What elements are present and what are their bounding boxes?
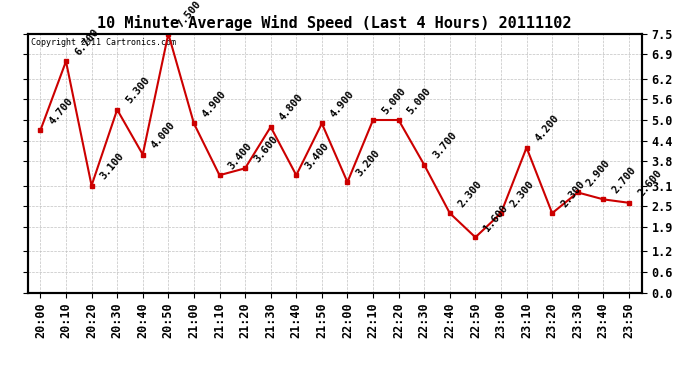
Text: 2.900: 2.900 bbox=[584, 158, 613, 188]
Text: 5.000: 5.000 bbox=[406, 86, 433, 116]
Text: Copyright 2011 Cartronics.com: Copyright 2011 Cartronics.com bbox=[30, 38, 176, 46]
Text: 4.900: 4.900 bbox=[329, 89, 357, 119]
Text: 1.600: 1.600 bbox=[482, 203, 510, 233]
Text: 3.600: 3.600 bbox=[252, 134, 279, 164]
Text: 4.900: 4.900 bbox=[201, 89, 228, 119]
Text: 3.200: 3.200 bbox=[355, 148, 382, 178]
Text: 6.700: 6.700 bbox=[73, 27, 101, 57]
Text: 3.100: 3.100 bbox=[99, 151, 126, 182]
Text: 7.500: 7.500 bbox=[175, 0, 203, 30]
Text: 5.000: 5.000 bbox=[380, 86, 408, 116]
Text: 3.400: 3.400 bbox=[226, 141, 254, 171]
Text: 2.300: 2.300 bbox=[559, 178, 586, 209]
Text: 3.700: 3.700 bbox=[431, 130, 459, 160]
Text: 2.700: 2.700 bbox=[610, 165, 638, 195]
Text: 4.700: 4.700 bbox=[48, 96, 75, 126]
Text: 4.000: 4.000 bbox=[150, 120, 177, 150]
Text: 2.300: 2.300 bbox=[457, 178, 484, 209]
Text: 2.300: 2.300 bbox=[508, 178, 535, 209]
Text: 5.300: 5.300 bbox=[124, 75, 152, 105]
Title: 10 Minute Average Wind Speed (Last 4 Hours) 20111102: 10 Minute Average Wind Speed (Last 4 Hou… bbox=[97, 15, 572, 31]
Text: 4.800: 4.800 bbox=[277, 92, 306, 123]
Text: 3.400: 3.400 bbox=[303, 141, 331, 171]
Text: 2.600: 2.600 bbox=[636, 168, 664, 199]
Text: 4.200: 4.200 bbox=[533, 113, 561, 143]
